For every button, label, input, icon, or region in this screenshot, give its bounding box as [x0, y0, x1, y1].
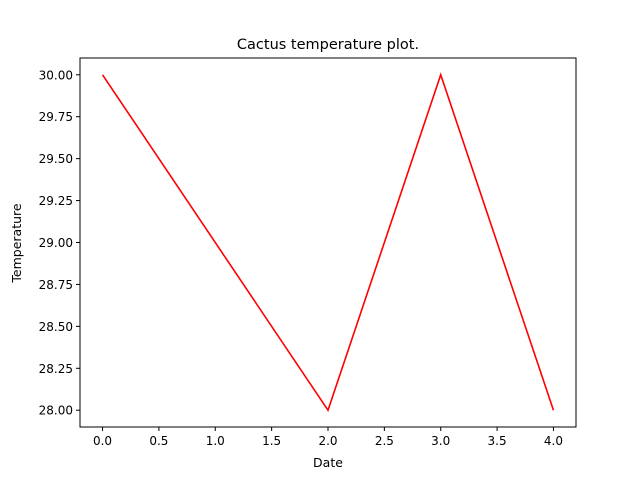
series-group	[101, 72, 555, 413]
plot-frame	[79, 57, 577, 428]
series-line	[101, 72, 555, 413]
x-tick-label: 0.0	[93, 434, 112, 448]
x-tick-label: 3.0	[431, 434, 450, 448]
x-axis-label: Date	[313, 455, 343, 470]
y-tick-label: 29.25	[39, 194, 73, 208]
x-axis: 0.0 0.5 1.0 1.5 2.0 2.5 3.0 3.5 4.0	[93, 427, 563, 448]
x-tick-label: 1.5	[262, 434, 281, 448]
x-tick-label: 2.5	[375, 434, 394, 448]
plot-area	[79, 57, 577, 428]
x-tick-label: 4.0	[544, 434, 563, 448]
y-axis-label: Temperature	[9, 203, 24, 283]
y-tick-label: 28.75	[39, 278, 73, 292]
y-tick-label: 28.25	[39, 362, 73, 376]
y-tick-label: 28.00	[39, 404, 73, 418]
x-tick-label: 3.5	[488, 434, 507, 448]
x-tick-label: 1.0	[206, 434, 225, 448]
y-tick-label: 29.00	[39, 236, 73, 250]
y-tick-label: 29.75	[39, 110, 73, 124]
x-tick-label: 2.0	[318, 434, 337, 448]
y-tick-label: 30.00	[39, 68, 73, 82]
chart-title: Cactus temperature plot.	[237, 37, 419, 53]
y-axis: 28.00 28.25 28.50 28.75 29.00 29.25 29.50 29.75…	[39, 68, 80, 418]
y-tick-label: 29.50	[39, 152, 73, 166]
x-tick-label: 0.5	[149, 434, 168, 448]
y-tick-label: 28.50	[39, 320, 73, 334]
